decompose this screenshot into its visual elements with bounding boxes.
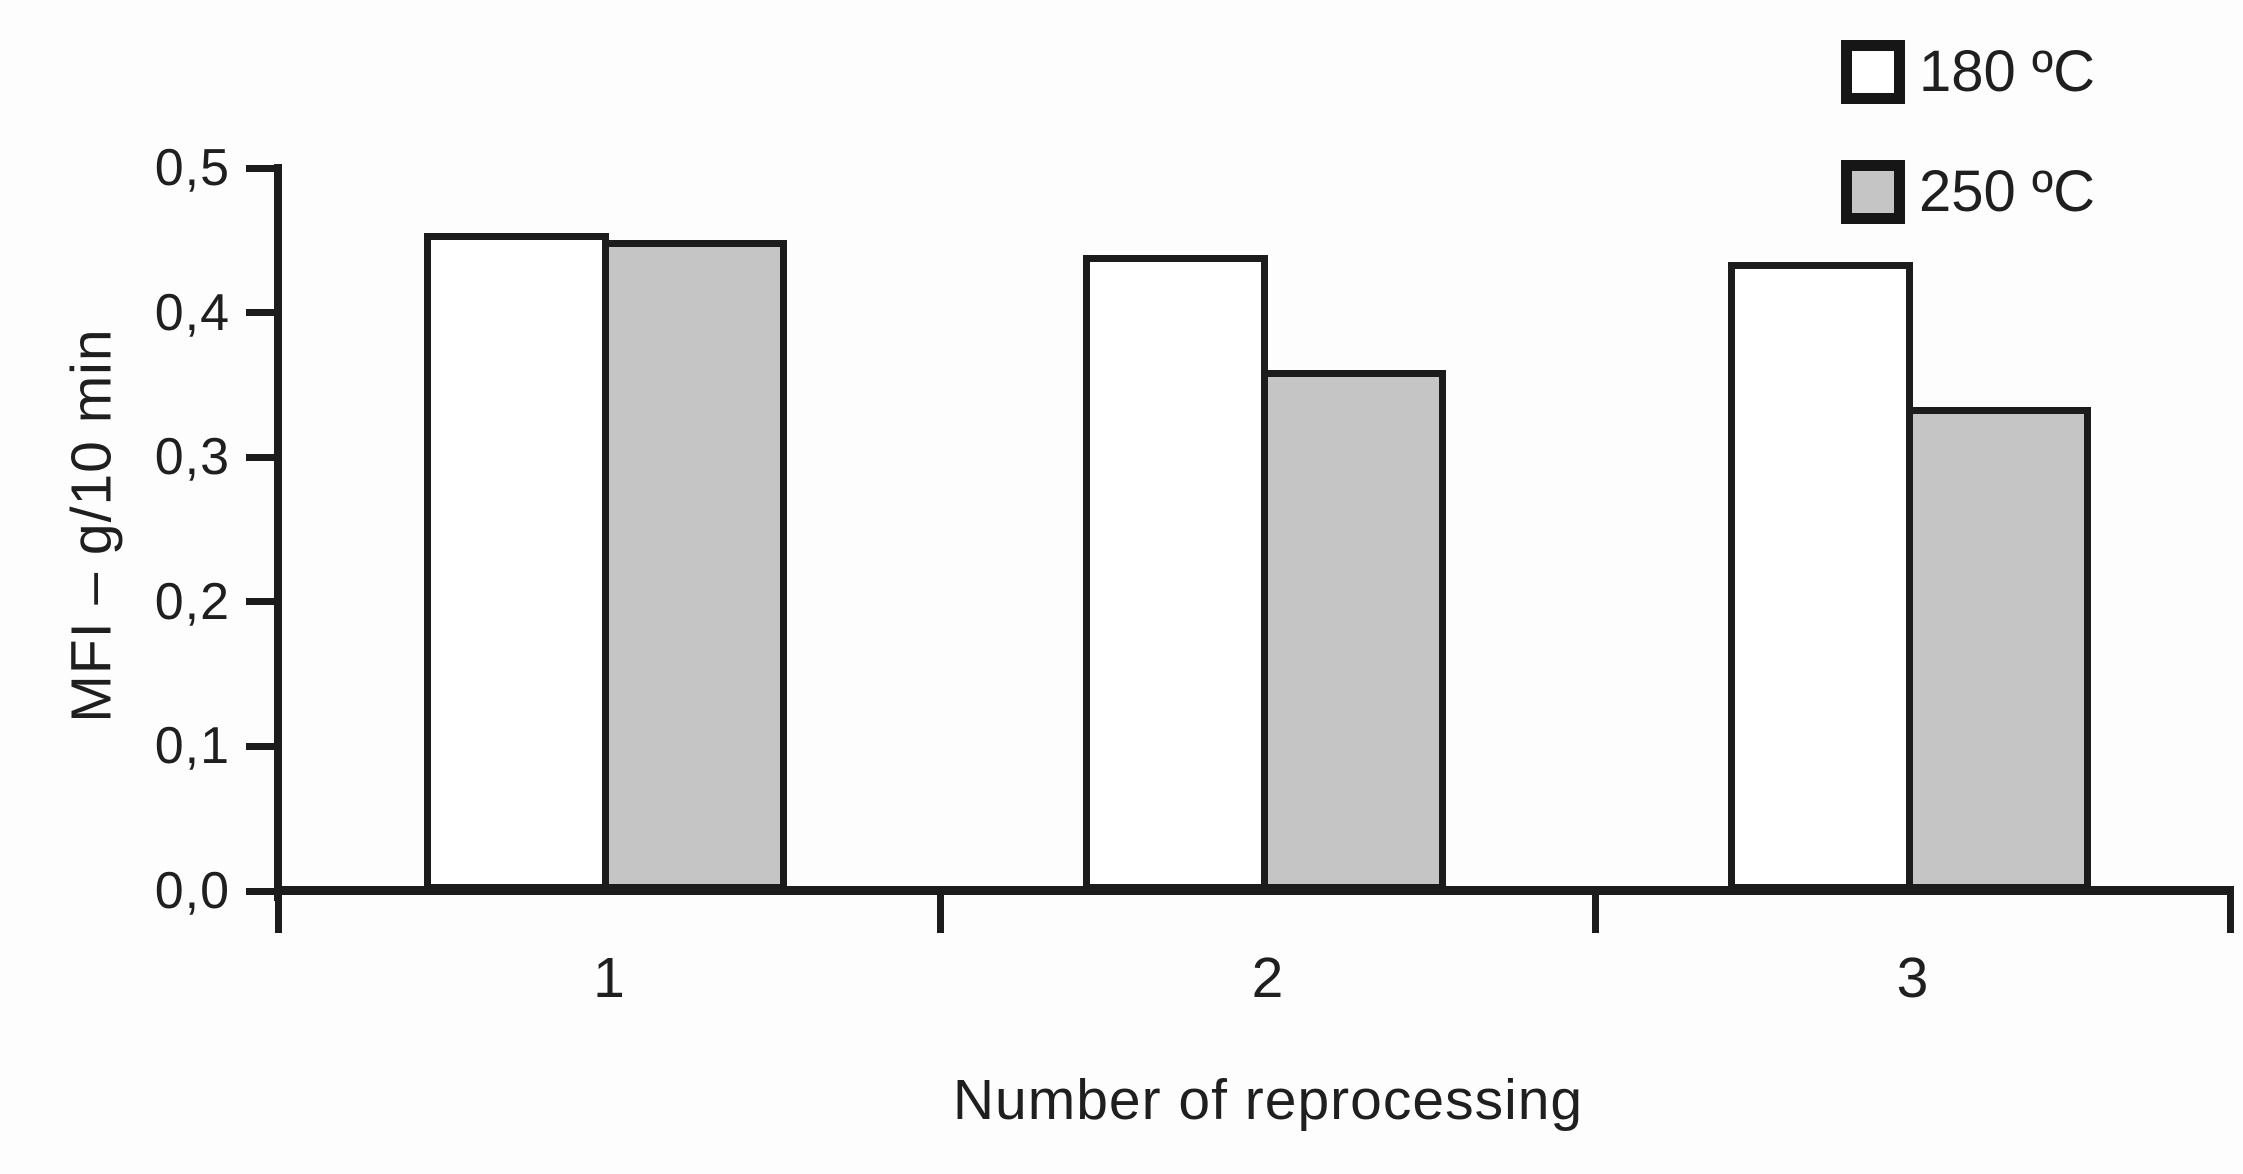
y-tick-label-0,0: 0,0 bbox=[154, 862, 230, 920]
legend-item-180ºC: 180 ºC bbox=[1841, 40, 2095, 104]
x-axis-title: Number of reprocessing bbox=[952, 1068, 1584, 1132]
category-label-2: 2 bbox=[1251, 946, 1284, 1010]
y-axis-line bbox=[274, 164, 282, 901]
legend-item-250ºC: 250 ºC bbox=[1841, 160, 2095, 224]
category-label-3: 3 bbox=[1896, 946, 1929, 1010]
bar-250ºC-group3 bbox=[1905, 407, 2091, 891]
x-tick-3 bbox=[2226, 891, 2234, 933]
y-tick-0,0 bbox=[246, 887, 282, 895]
legend-label-250ºC: 250 ºC bbox=[1919, 159, 2095, 224]
legend-swatch-250ºC bbox=[1841, 160, 1905, 224]
y-tick-label-0,1: 0,1 bbox=[154, 717, 230, 776]
y-axis-title: MFI – g/10 min bbox=[59, 328, 124, 723]
x-tick-1 bbox=[936, 891, 944, 933]
x-axis-line bbox=[274, 886, 2234, 895]
bar-180ºC-group1 bbox=[424, 233, 609, 891]
y-tick-label-0,4: 0,4 bbox=[154, 283, 230, 342]
y-tick-0,5 bbox=[246, 164, 282, 172]
y-tick-label-0,2: 0,2 bbox=[154, 572, 230, 631]
y-tick-0,4 bbox=[246, 309, 282, 317]
legend-swatch-180ºC bbox=[1841, 40, 1905, 104]
x-tick-0 bbox=[274, 891, 282, 933]
legend-label-180ºC: 180 ºC bbox=[1919, 39, 2095, 104]
y-tick-label-0,5: 0,5 bbox=[154, 139, 230, 197]
y-tick-0,2 bbox=[246, 598, 282, 606]
x-tick-2 bbox=[1591, 891, 1599, 933]
bar-180ºC-group2 bbox=[1082, 255, 1268, 891]
bar-250ºC-group2 bbox=[1260, 370, 1446, 891]
bar-180ºC-group3 bbox=[1727, 262, 1913, 891]
category-label-1: 1 bbox=[593, 946, 625, 1010]
bar-250ºC-group1 bbox=[602, 240, 787, 891]
y-tick-0,3 bbox=[246, 453, 282, 461]
y-tick-0,1 bbox=[246, 742, 282, 750]
y-tick-label-0,3: 0,3 bbox=[154, 428, 230, 487]
